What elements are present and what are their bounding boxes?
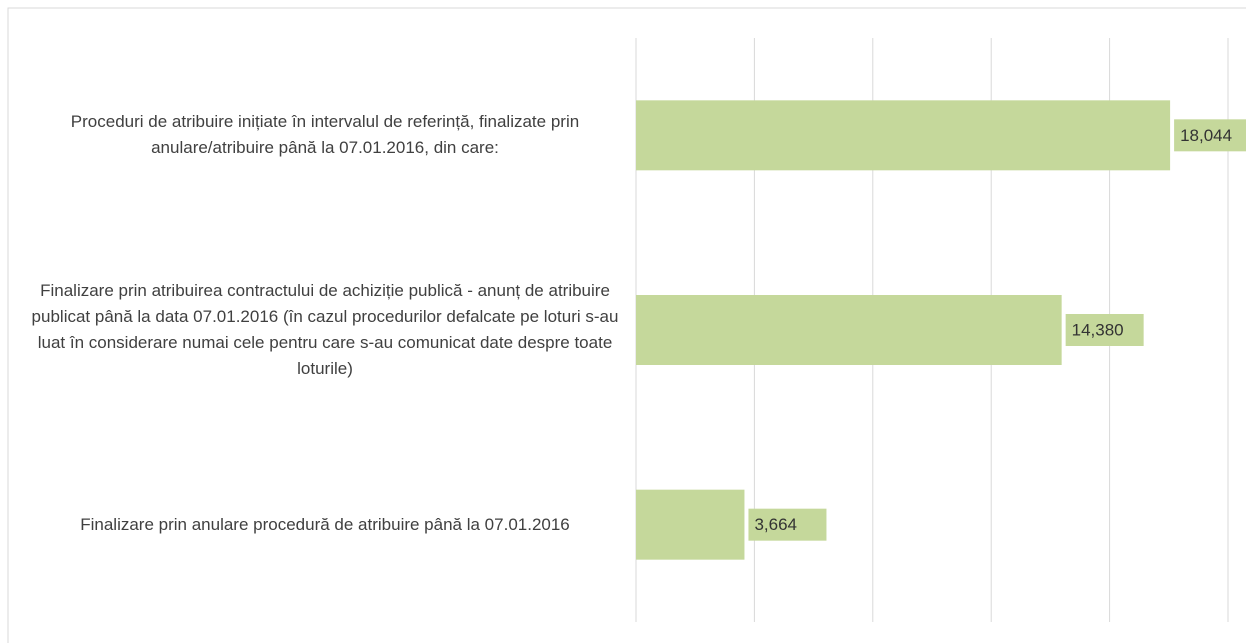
category-label: Finalizare prin atribuirea contractului … [31, 280, 619, 378]
data-label: 3,664 [754, 515, 797, 534]
chart-border [7, 7, 1246, 643]
data-label: 18,044 [1180, 126, 1232, 145]
data-label: 14,380 [1072, 320, 1124, 339]
data-label-box [748, 508, 827, 541]
category-label: Proceduri de atribuire inițiate în inter… [70, 112, 580, 158]
bar [636, 100, 1171, 171]
category-label: Finalizare prin anulare procedură de atr… [80, 514, 570, 534]
bar [636, 295, 1062, 365]
data-label-box [1174, 119, 1246, 152]
data-label-box [1065, 314, 1144, 346]
bar [636, 489, 745, 560]
